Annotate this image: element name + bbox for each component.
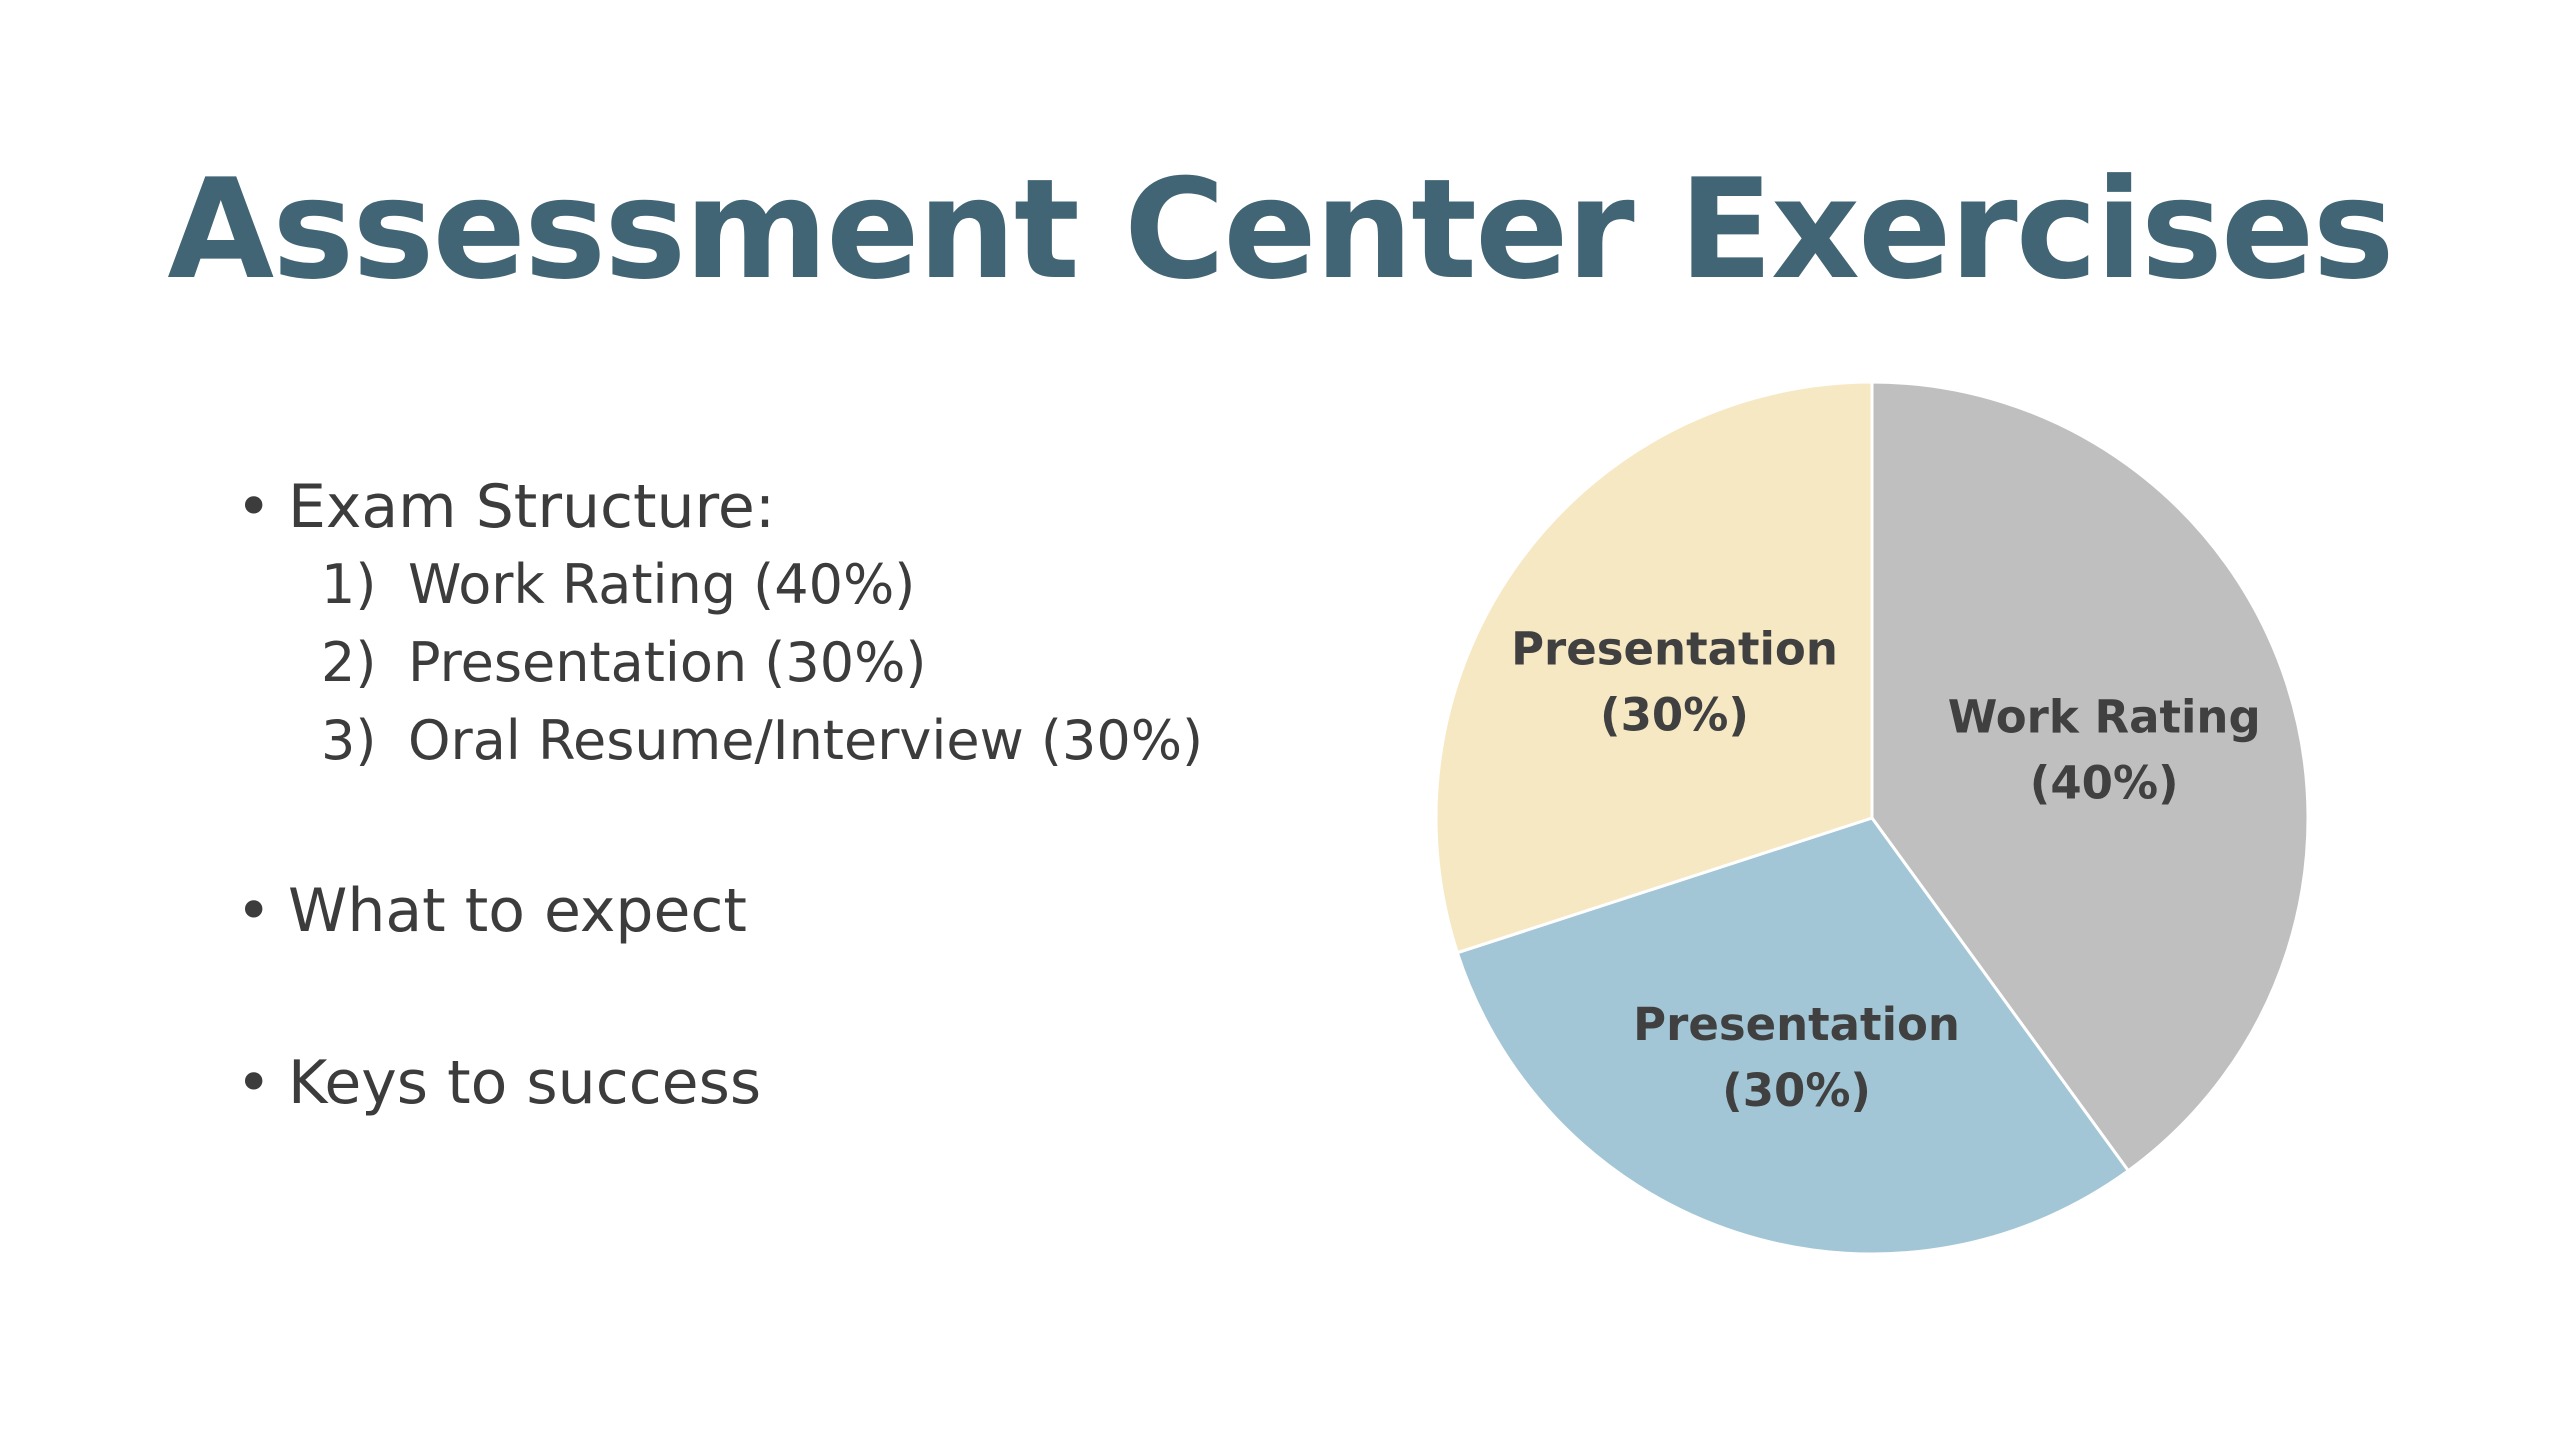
sub-item-presentation: 2) Presentation (30%) bbox=[236, 624, 1386, 702]
pie-label-name: Presentation bbox=[1511, 622, 1838, 675]
sub-item-work-rating: 1) Work Rating (40%) bbox=[236, 546, 1386, 624]
pie-label-name: Work Rating bbox=[1948, 691, 2261, 744]
bullet-marker: • bbox=[236, 876, 272, 946]
pie-chart: Work Rating (40%) Presentation (30%) Present… bbox=[1434, 380, 2310, 1256]
bullet-text: Keys to success bbox=[288, 1048, 762, 1118]
bullet-text: What to expect bbox=[288, 876, 747, 946]
pie-label-value: (40%) bbox=[2030, 757, 2179, 810]
pie-label-value: (30%) bbox=[1600, 688, 1749, 741]
bullet-keys-to-success: • Keys to success bbox=[236, 1044, 1386, 1122]
pie-slice-presentation-2 bbox=[1434, 380, 1874, 955]
exam-structure-list: 1) Work Rating (40%) 2) Presentation (30… bbox=[236, 546, 1386, 780]
pie-slice-presentation-1 bbox=[1455, 816, 2131, 1256]
sub-item-text: Presentation (30%) bbox=[408, 631, 927, 694]
bullet-what-to-expect: • What to expect bbox=[236, 872, 1386, 950]
pie-label-value: (30%) bbox=[1722, 1064, 1871, 1117]
slide-title: Assessment Center Exercises bbox=[167, 149, 2394, 310]
sub-item-number: 2) bbox=[321, 631, 377, 694]
sub-item-text: Oral Resume/Interview (30%) bbox=[408, 709, 1204, 772]
bullet-text: Exam Structure: bbox=[288, 472, 776, 542]
sub-item-number: 3) bbox=[321, 709, 377, 772]
bullet-list: • Exam Structure: 1) Work Rating (40%) 2… bbox=[236, 468, 1386, 1122]
sub-item-text: Work Rating (40%) bbox=[408, 553, 916, 616]
sub-item-oral-resume-interview: 3) Oral Resume/Interview (30%) bbox=[236, 702, 1386, 780]
pie-slice-work-rating-0 bbox=[1870, 380, 2310, 1173]
bullet-marker: • bbox=[236, 472, 272, 542]
bullet-exam-structure: • Exam Structure: bbox=[236, 468, 1386, 546]
sub-item-number: 1) bbox=[321, 553, 377, 616]
pie-label-name: Presentation bbox=[1633, 998, 1960, 1051]
bullet-marker: • bbox=[236, 1048, 272, 1118]
